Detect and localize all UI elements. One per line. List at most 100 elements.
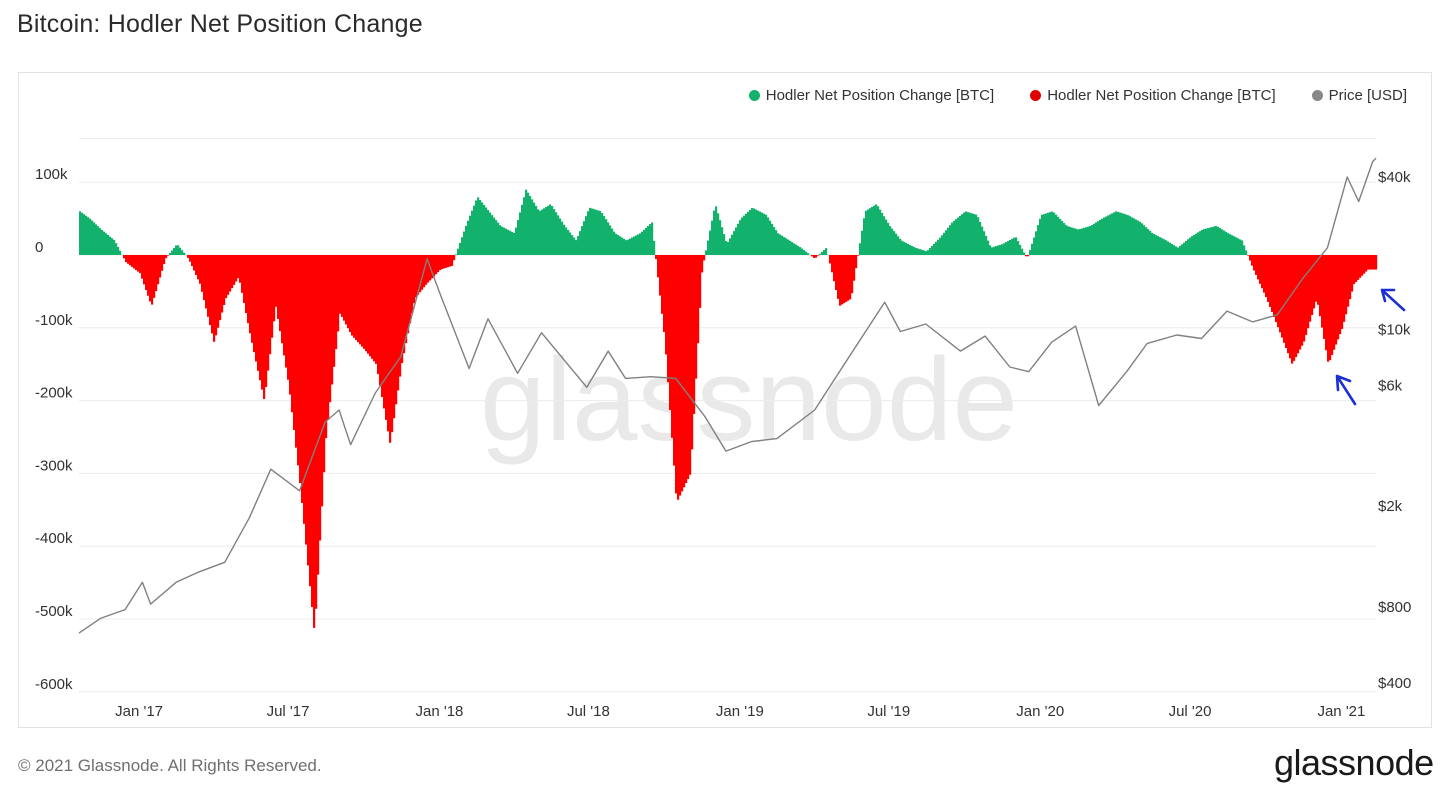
net-position-bar [1347, 255, 1350, 307]
net-position-bar [1033, 237, 1036, 255]
legend-item-negative[interactable]: Hodler Net Position Change [BTC] [1030, 87, 1276, 104]
net-position-bar [305, 255, 308, 545]
net-position-bar [601, 212, 604, 255]
net-position-bar [311, 255, 314, 608]
net-position-bar [1309, 255, 1312, 322]
net-position-bar [777, 233, 780, 255]
net-position-bar [389, 255, 392, 443]
net-position-bar [133, 255, 136, 269]
net-position-bar [845, 255, 848, 302]
net-position-bar [583, 221, 586, 255]
net-position-bar [439, 255, 442, 271]
net-position-bar [1129, 216, 1132, 255]
net-position-bar [755, 209, 758, 255]
net-position-bar [1235, 237, 1238, 255]
legend-item-price[interactable]: Price [USD] [1311, 87, 1407, 104]
net-position-bar [787, 239, 790, 255]
net-position-bar [981, 226, 984, 255]
net-position-bar [1275, 255, 1278, 323]
net-position-bar [89, 218, 92, 255]
net-position-bar [241, 255, 244, 293]
net-position-bar [1169, 242, 1172, 255]
net-position-bar [665, 255, 668, 355]
net-position-bar [1005, 242, 1008, 255]
net-position-bar [861, 230, 864, 255]
net-position-bar [977, 217, 980, 255]
net-position-bar [719, 220, 722, 255]
net-position-bar [825, 248, 828, 255]
net-position-bar [171, 250, 174, 255]
net-position-bar [419, 255, 422, 293]
net-position-bar [1105, 216, 1108, 255]
net-position-bar [93, 222, 96, 255]
net-position-bar [1167, 241, 1170, 255]
net-position-bar [1171, 244, 1174, 255]
net-position-bar [797, 245, 800, 255]
net-position-bar [621, 237, 624, 255]
net-position-bar [1303, 255, 1306, 342]
net-position-bar [481, 202, 484, 255]
x-tick-label: Jan '18 [416, 703, 464, 720]
net-position-bar [1215, 226, 1218, 255]
net-position-bar [971, 213, 974, 255]
net-position-bar [1195, 233, 1198, 255]
net-position-bar [371, 255, 374, 359]
net-position-bar [667, 255, 670, 383]
net-position-bar [891, 228, 894, 255]
net-position-bar [491, 215, 494, 255]
net-position-bar [197, 255, 200, 280]
net-position-bar [395, 255, 398, 405]
net-position-bar [263, 255, 266, 399]
net-position-bar [117, 246, 120, 255]
net-position-bar [587, 211, 590, 255]
x-tick-label: Jan '19 [716, 703, 764, 720]
net-position-bar [625, 240, 628, 255]
net-position-bar [637, 234, 640, 255]
net-position-bar [505, 228, 508, 255]
net-position-bar [899, 238, 902, 255]
net-position-bar [1037, 225, 1040, 255]
net-position-bar [229, 255, 232, 292]
net-position-bar [829, 255, 832, 264]
net-position-bar [711, 220, 714, 255]
net-position-bar [1161, 238, 1164, 255]
net-position-bar [639, 233, 642, 255]
net-position-bar [925, 251, 928, 255]
net-position-bar [507, 229, 510, 255]
net-position-bar [593, 209, 596, 255]
net-position-bar [847, 255, 850, 301]
net-position-bar [895, 233, 898, 255]
net-position-bar [431, 255, 434, 279]
net-position-bar [1205, 228, 1208, 255]
net-position-bar [885, 219, 888, 255]
net-position-bar [695, 255, 698, 379]
net-position-bar [811, 255, 814, 257]
net-position-bar [1029, 250, 1032, 255]
net-position-bar [331, 255, 334, 385]
net-position-bar [635, 235, 638, 255]
net-position-bar [955, 219, 958, 255]
net-position-bar [409, 255, 412, 324]
net-position-bar [965, 211, 968, 255]
net-position-bar [303, 255, 306, 524]
net-position-bar [531, 199, 534, 255]
net-position-bar [699, 255, 702, 308]
net-position-bar [1041, 214, 1044, 255]
y-right-tick-label: $10k [1378, 321, 1411, 338]
net-position-bar [1329, 255, 1332, 361]
net-position-bar [275, 255, 278, 307]
net-position-bar [1181, 244, 1184, 255]
legend-item-positive[interactable]: Hodler Net Position Change [BTC] [748, 87, 994, 104]
net-position-bar [721, 227, 724, 255]
net-position-bar [837, 255, 840, 299]
net-position-bar [1145, 227, 1148, 255]
net-position-bar [1357, 255, 1360, 280]
net-position-bar [179, 247, 182, 255]
net-position-bar [455, 254, 458, 255]
net-position-bar [119, 250, 122, 255]
net-position-bar [343, 255, 346, 321]
net-position-bar [761, 212, 764, 255]
net-position-bar [323, 255, 326, 473]
net-position-bar [499, 225, 502, 255]
net-position-bar [297, 255, 300, 466]
